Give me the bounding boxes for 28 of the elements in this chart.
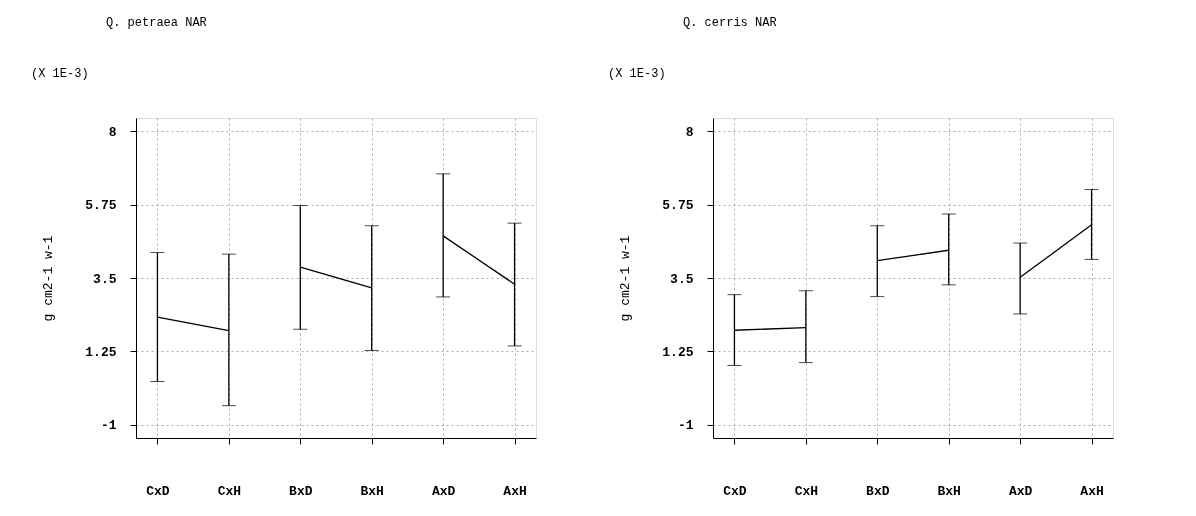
x-tick-label: CxD xyxy=(146,483,170,499)
y-tick-label: -1 xyxy=(100,418,117,434)
chart-title: Q. petraea NAR xyxy=(106,16,207,30)
x-tick-label: AxD xyxy=(431,483,456,499)
x-tick-label: AxH xyxy=(503,483,527,499)
text: (X 1E-3) xyxy=(31,67,89,81)
y-tick-label: 3.5 xyxy=(93,271,117,287)
y-tick-label: 3.5 xyxy=(670,271,694,287)
y-tick-label: 5.75 xyxy=(662,198,694,214)
y-axis-title: g cm2-1 w-1 xyxy=(41,235,57,322)
x-tick-label: CxD xyxy=(723,483,747,499)
x-tick-label: BxH xyxy=(937,483,961,499)
chart-title: Q. cerris NAR xyxy=(683,16,777,30)
y-tick-label: 1.25 xyxy=(85,344,117,360)
x-tick-label: BxD xyxy=(866,483,890,499)
y-axis-title: g cm2-1 w-1 xyxy=(618,235,634,322)
x-tick-label: BxD xyxy=(289,483,313,499)
x-tick-label: AxH xyxy=(1080,483,1104,499)
y-tick-label: 1.25 xyxy=(662,344,694,360)
x-tick-label: BxH xyxy=(360,483,384,499)
x-tick-label: AxD xyxy=(1008,483,1033,499)
y-tick-label: 8 xyxy=(108,124,117,140)
x-tick-label: CxH xyxy=(794,483,819,499)
y-tick-label: -1 xyxy=(677,418,694,434)
y-tick-label: 5.75 xyxy=(85,198,117,214)
x-tick-label: CxH xyxy=(217,483,242,499)
text: (X 1E-3) xyxy=(608,67,666,81)
y-tick-label: 8 xyxy=(685,124,694,140)
